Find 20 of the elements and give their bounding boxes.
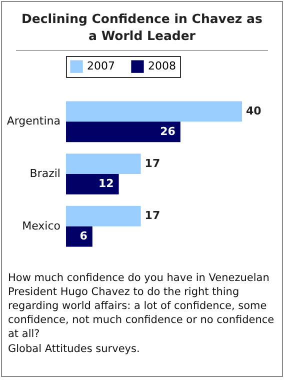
bar [66,154,141,174]
y-tick-label: Mexico [22,219,61,232]
text: Global Attitudes surveys. [8,342,141,356]
bar [66,226,92,247]
text: How much confidence do you have in Venezuelan President Hugo Chavez to do the right thing regarding world affairs: a lot of confidence, some confidence, not much confidence or no confidence at all? [8,271,276,341]
legend-label: 2008 [148,60,176,73]
legend-label: 2007 [87,60,115,73]
data-label: 17 [144,209,160,222]
bar [66,101,242,122]
data-label: 17 [144,156,160,170]
data-label: 12 [98,177,114,190]
y-tick-label: Argentina [6,114,60,128]
y-tick-label: Brazil [30,167,60,180]
bar [66,174,119,194]
data-label: 6 [80,230,88,243]
data-label: 40 [246,104,262,118]
chart-title: Declining Confidence in Chavez as a World Leader [16,10,268,51]
bar [66,122,180,142]
bar [66,206,141,226]
data-label: 26 [160,124,176,138]
